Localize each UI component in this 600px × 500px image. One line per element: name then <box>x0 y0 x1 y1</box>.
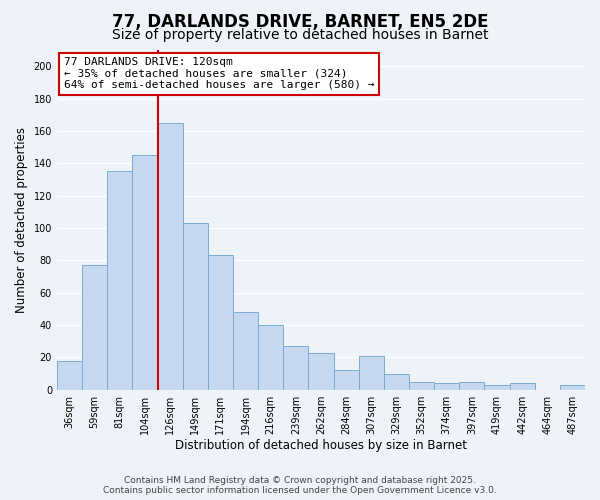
Bar <box>359 356 384 390</box>
Bar <box>57 360 82 390</box>
Bar <box>409 382 434 390</box>
Bar <box>82 265 107 390</box>
Bar <box>384 374 409 390</box>
Text: 77 DARLANDS DRIVE: 120sqm
← 35% of detached houses are smaller (324)
64% of semi: 77 DARLANDS DRIVE: 120sqm ← 35% of detac… <box>64 57 374 90</box>
Text: Size of property relative to detached houses in Barnet: Size of property relative to detached ho… <box>112 28 488 42</box>
Bar <box>509 383 535 390</box>
Bar <box>308 352 334 390</box>
Bar <box>459 382 484 390</box>
Bar <box>283 346 308 390</box>
Bar <box>133 155 158 390</box>
Bar <box>158 123 182 390</box>
X-axis label: Distribution of detached houses by size in Barnet: Distribution of detached houses by size … <box>175 440 467 452</box>
Bar <box>258 325 283 390</box>
Bar <box>560 385 585 390</box>
Bar <box>434 383 459 390</box>
Bar <box>107 172 133 390</box>
Text: 77, DARLANDS DRIVE, BARNET, EN5 2DE: 77, DARLANDS DRIVE, BARNET, EN5 2DE <box>112 12 488 30</box>
Bar <box>233 312 258 390</box>
Y-axis label: Number of detached properties: Number of detached properties <box>15 127 28 313</box>
Bar <box>484 385 509 390</box>
Text: Contains HM Land Registry data © Crown copyright and database right 2025.
Contai: Contains HM Land Registry data © Crown c… <box>103 476 497 495</box>
Bar <box>208 256 233 390</box>
Bar <box>334 370 359 390</box>
Bar <box>182 223 208 390</box>
